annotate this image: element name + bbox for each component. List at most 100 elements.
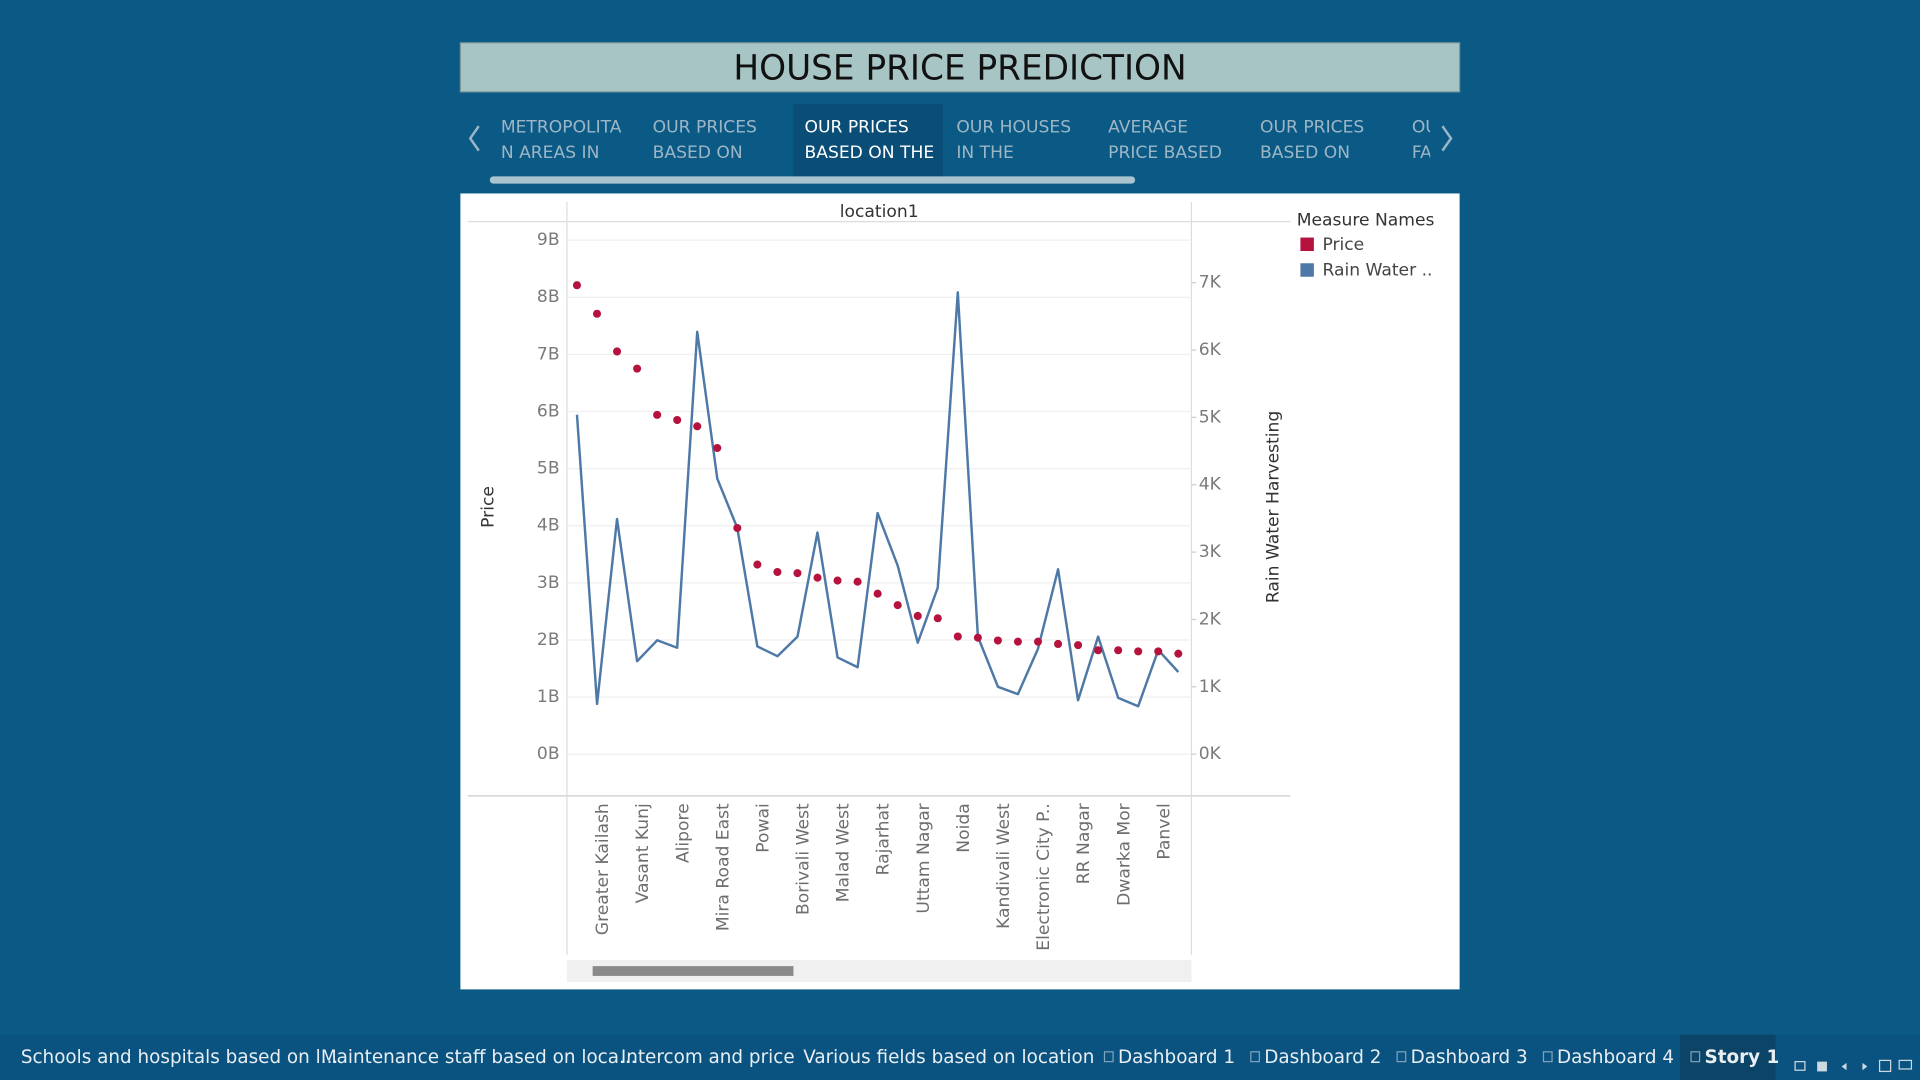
x-scroll-thumb[interactable] xyxy=(592,966,794,976)
price-dot xyxy=(1053,639,1063,649)
y-tick-label: 5B xyxy=(537,459,560,479)
story-point-label[interactable]: BASED ON THE xyxy=(804,143,934,163)
price-dot xyxy=(813,573,822,582)
x-tick-label: Noida xyxy=(954,803,974,852)
price-dot xyxy=(913,611,922,621)
price-dot xyxy=(713,443,722,453)
price-dot xyxy=(753,560,762,569)
story-point-label[interactable]: FA xyxy=(1412,143,1432,163)
price-dot xyxy=(933,614,942,623)
x-tick-label: Rajarhat xyxy=(874,803,894,875)
legend-swatch xyxy=(1300,237,1314,252)
y-tick-label: 6B xyxy=(537,401,560,421)
price-dot xyxy=(893,601,902,610)
x-tick-label: Greater Kailash xyxy=(593,803,613,935)
active-story-point xyxy=(793,104,943,178)
tab-bar xyxy=(0,1034,1920,1080)
price-dot xyxy=(1074,641,1083,650)
next-arrow[interactable] xyxy=(1441,125,1453,152)
price-dot xyxy=(1174,649,1183,658)
story-point-label[interactable]: BASED ON xyxy=(653,143,743,163)
x-tick-label: Kandivali West xyxy=(994,803,1014,929)
story-point-label[interactable]: OUR PRICES xyxy=(1260,117,1364,137)
y2-tick-label: 7K xyxy=(1199,273,1222,293)
x-tick-label: Vasant Kunj xyxy=(633,803,653,903)
story-point-label[interactable]: METROPOLITA xyxy=(501,117,622,137)
tab-icon xyxy=(1250,1051,1260,1063)
legend-label: Price xyxy=(1322,235,1364,255)
y-tick-label: 0B xyxy=(537,744,560,764)
story-point-label[interactable]: N AREAS IN xyxy=(501,143,600,163)
price-dot xyxy=(973,633,982,642)
tab-icon xyxy=(1396,1051,1407,1063)
price-dot xyxy=(653,410,662,419)
tab[interactable]: Dashboard 1 xyxy=(1118,1047,1235,1068)
story-point-label[interactable]: OU xyxy=(1412,117,1438,137)
tab[interactable]: Schools and hospitals based on l... xyxy=(21,1047,338,1068)
story-point-label[interactable]: OUR HOUSES xyxy=(956,117,1071,137)
y-tick-label: 2B xyxy=(537,630,560,650)
story-point-label[interactable]: PRICE BASED xyxy=(1108,143,1222,163)
y-tick-label: 9B xyxy=(537,230,560,250)
icon[interactable] xyxy=(1794,1061,1806,1071)
price-dot xyxy=(592,309,602,318)
x-tick-label: Panvel xyxy=(1154,803,1174,859)
tab[interactable]: Dashboard 2 xyxy=(1264,1047,1381,1068)
tab-icon xyxy=(1690,1051,1701,1063)
story-point-label[interactable]: AVERAGE xyxy=(1108,117,1188,137)
icon[interactable] xyxy=(1862,1062,1868,1071)
price-dot xyxy=(733,523,742,533)
y2-tick-label: 3K xyxy=(1199,542,1222,562)
x-tick-label: Mira Road East xyxy=(713,803,733,931)
price-dot xyxy=(993,636,1002,645)
price-dot xyxy=(1013,637,1022,646)
price-dot xyxy=(953,632,962,641)
price-dot xyxy=(572,281,582,290)
column-header: location1 xyxy=(840,202,919,222)
price-dot xyxy=(613,347,622,356)
price-dot xyxy=(793,569,802,578)
story-point-label[interactable]: OUR PRICES xyxy=(804,117,908,137)
legend-label: Rain Water .. xyxy=(1322,261,1432,281)
x-tick-label: Powai xyxy=(753,803,773,852)
prev-arrow[interactable] xyxy=(468,125,480,152)
x-tick-label: Alipore xyxy=(673,803,693,863)
icon[interactable] xyxy=(1898,1059,1913,1070)
y2-tick-label: 2K xyxy=(1199,609,1222,629)
y2-tick-label: 4K xyxy=(1199,475,1222,495)
x-scrollbar[interactable] xyxy=(566,960,1192,983)
story-point-label[interactable]: IN THE xyxy=(956,143,1013,163)
y-axis-title: Price xyxy=(479,486,499,528)
icon[interactable] xyxy=(1817,1061,1827,1072)
y2-axis-title: Rain Water Harvesting xyxy=(1263,411,1283,603)
y-tick-label: 1B xyxy=(537,687,560,707)
price-dot xyxy=(1114,646,1123,655)
axes xyxy=(467,202,1291,983)
price-dot xyxy=(633,364,642,373)
tab[interactable]: Story 1 xyxy=(1704,1047,1779,1068)
y-tick-label: 8B xyxy=(537,287,560,307)
title: HOUSE PRICE PREDICTION xyxy=(733,48,1186,88)
price-dot xyxy=(833,576,842,585)
x-tick-label: RR Nagar xyxy=(1074,802,1094,884)
story-point-label[interactable]: OUR PRICES xyxy=(653,117,757,137)
icon[interactable] xyxy=(1878,1059,1892,1073)
tab[interactable]: Dashboard 4 xyxy=(1557,1047,1674,1068)
tab[interactable]: Maintenance staff based on loca... xyxy=(321,1047,637,1068)
x-tick-label: Borivali West xyxy=(794,803,814,915)
y-tick-label: 7B xyxy=(537,344,560,364)
tab[interactable]: Dashboard 3 xyxy=(1411,1047,1528,1068)
y2-tick-label: 6K xyxy=(1199,340,1222,360)
tab[interactable]: Various fields based on location xyxy=(803,1047,1094,1068)
price-dot xyxy=(1134,647,1143,656)
price-dot xyxy=(1154,647,1163,656)
price-dot xyxy=(853,577,862,586)
x-tick-label: Uttam Nagar xyxy=(914,802,934,913)
icon[interactable] xyxy=(1841,1062,1847,1071)
tab-icon xyxy=(1542,1051,1553,1063)
y-tick-label: 4B xyxy=(537,516,560,536)
story-point-label[interactable]: BASED ON xyxy=(1260,143,1350,163)
rain-line xyxy=(575,291,1180,708)
tab[interactable]: Intercom and price xyxy=(621,1047,795,1068)
